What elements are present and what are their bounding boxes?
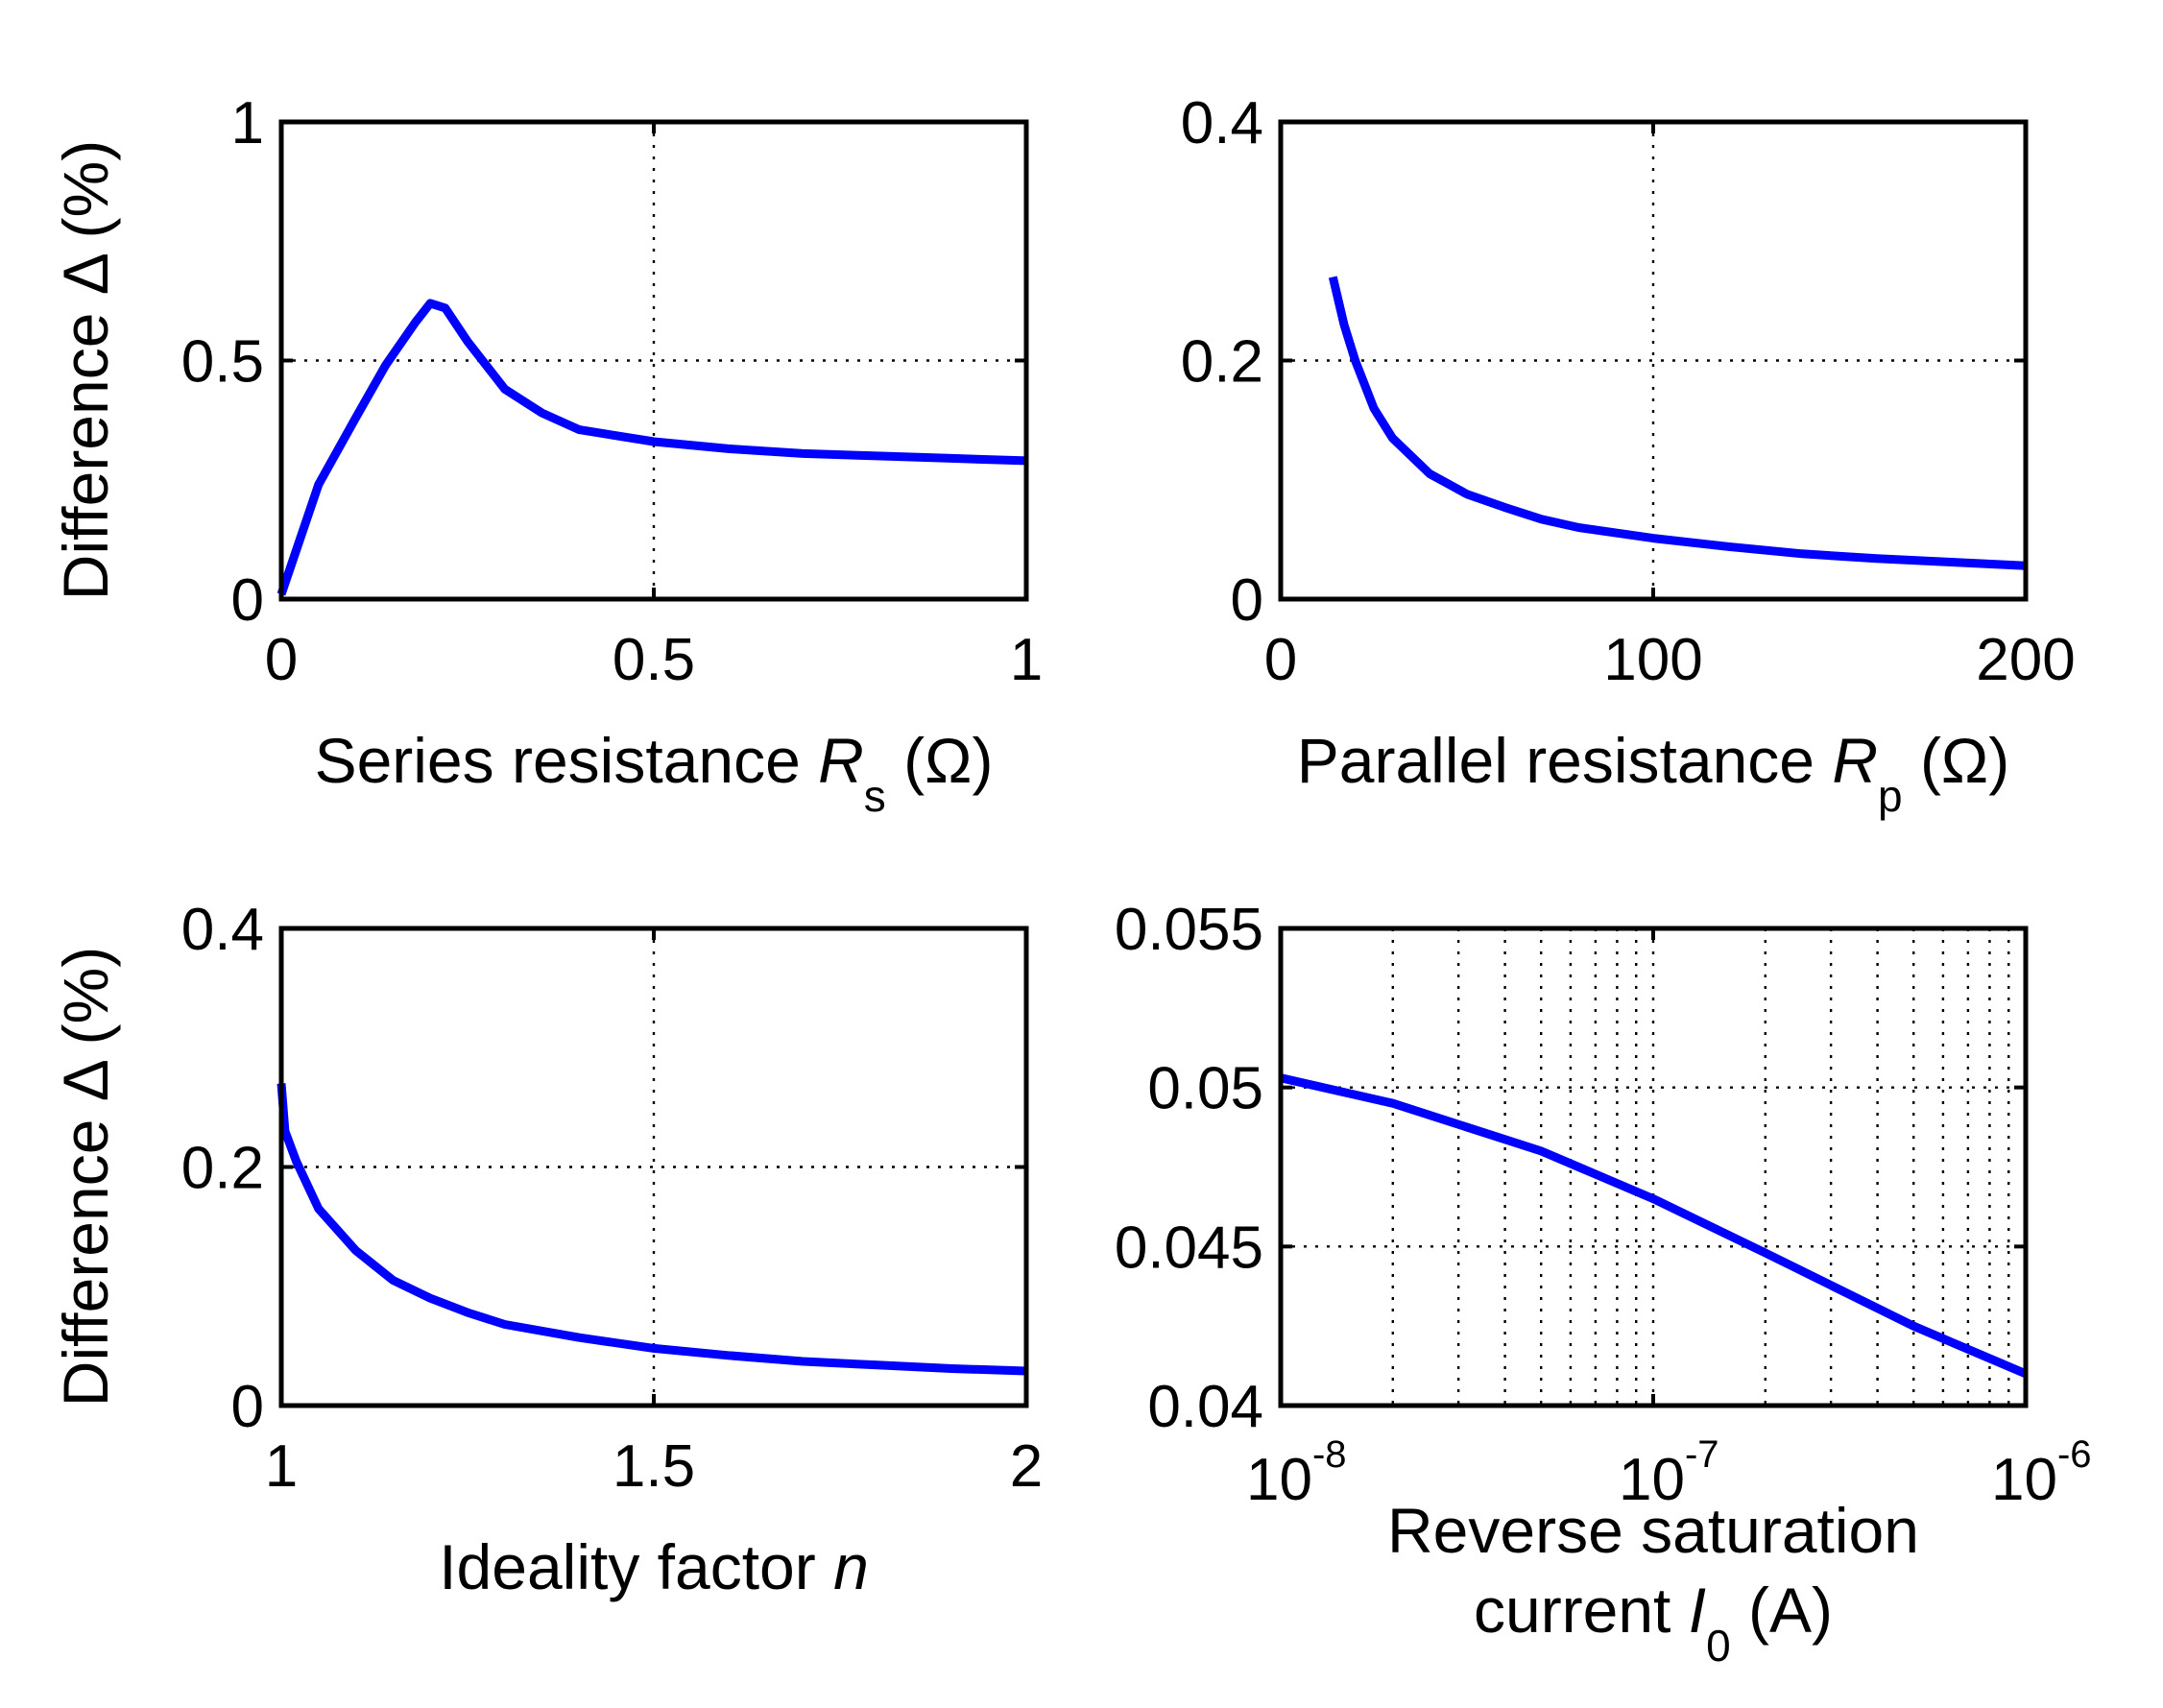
x-axis-label-line2: current I0 (A) <box>1474 1575 1833 1671</box>
panel-i0: 0.04 0.045 0.05 0.055 10-8 10-7 10-6 Reverse sa… <box>1115 897 2092 1671</box>
x-axis-label: Parallel resistance Rp (Ω) <box>1297 725 2010 821</box>
x-tick-label: 0 <box>1264 627 1297 693</box>
y-axis-label: Difference Δ (%) <box>50 140 121 600</box>
y-tick-label: 0 <box>231 1374 264 1440</box>
grid-n <box>281 928 1026 1406</box>
y-tick-label: 0.2 <box>181 1136 264 1202</box>
y-axis-label: Difference Δ (%) <box>50 947 121 1407</box>
tick-marks-rp <box>1279 120 2028 601</box>
x-tick-label: 0.5 <box>613 627 695 693</box>
x-tick-label: 1 <box>1010 627 1043 693</box>
x-tick-label: 200 <box>1976 627 2075 693</box>
x-tick-label: 10-7 <box>1619 1433 1719 1513</box>
x-tick-label: 2 <box>1010 1433 1043 1500</box>
y-tick-label: 0.05 <box>1147 1056 1263 1122</box>
tick-marks-rs <box>279 120 1028 601</box>
panel-n: 0 0.2 0.4 1 1.5 2 Ideality factor n Difference … <box>50 897 1043 1602</box>
x-tick-label: 1 <box>265 1433 298 1500</box>
y-tick-label: 0.045 <box>1115 1215 1263 1281</box>
x-tick-label: 10-8 <box>1246 1433 1347 1513</box>
grid-rp <box>1281 122 2026 599</box>
tick-marks-n <box>279 926 1028 1407</box>
grid-i0 <box>1281 928 2026 1406</box>
x-axis-label: Series resistance Rs (Ω) <box>315 725 994 821</box>
x-tick-label: 1.5 <box>613 1433 695 1500</box>
tick-marks-i0 <box>1279 926 2028 1407</box>
y-tick-label: 0.2 <box>1181 329 1263 396</box>
series-line-rp <box>1328 276 2027 570</box>
y-tick-label: 0.4 <box>181 897 264 963</box>
panel-rp: 0 0.2 0.4 0 100 200 Parallel resistance Rp (Ω) <box>1181 90 2076 821</box>
y-tick-label: 0.055 <box>1115 897 1263 963</box>
y-tick-label: 1 <box>231 90 264 156</box>
series-line-rs <box>276 299 1027 596</box>
x-tick-label: 0 <box>265 627 298 693</box>
y-tick-label: 0.5 <box>181 329 264 396</box>
x-tick-label: 100 <box>1603 627 1702 693</box>
x-tick-label: 10-6 <box>1991 1433 2092 1513</box>
y-tick-label: 0.4 <box>1181 90 1263 156</box>
x-axis-label: Reverse saturation <box>1387 1495 1919 1566</box>
y-tick-label: 0.04 <box>1147 1374 1263 1440</box>
x-axis-label: Ideality factor n <box>439 1531 869 1602</box>
series-line-n <box>276 1083 1027 1376</box>
series-line-i0 <box>1280 1073 2028 1379</box>
y-tick-label: 0 <box>231 567 264 634</box>
y-tick-label: 0 <box>1231 567 1263 634</box>
